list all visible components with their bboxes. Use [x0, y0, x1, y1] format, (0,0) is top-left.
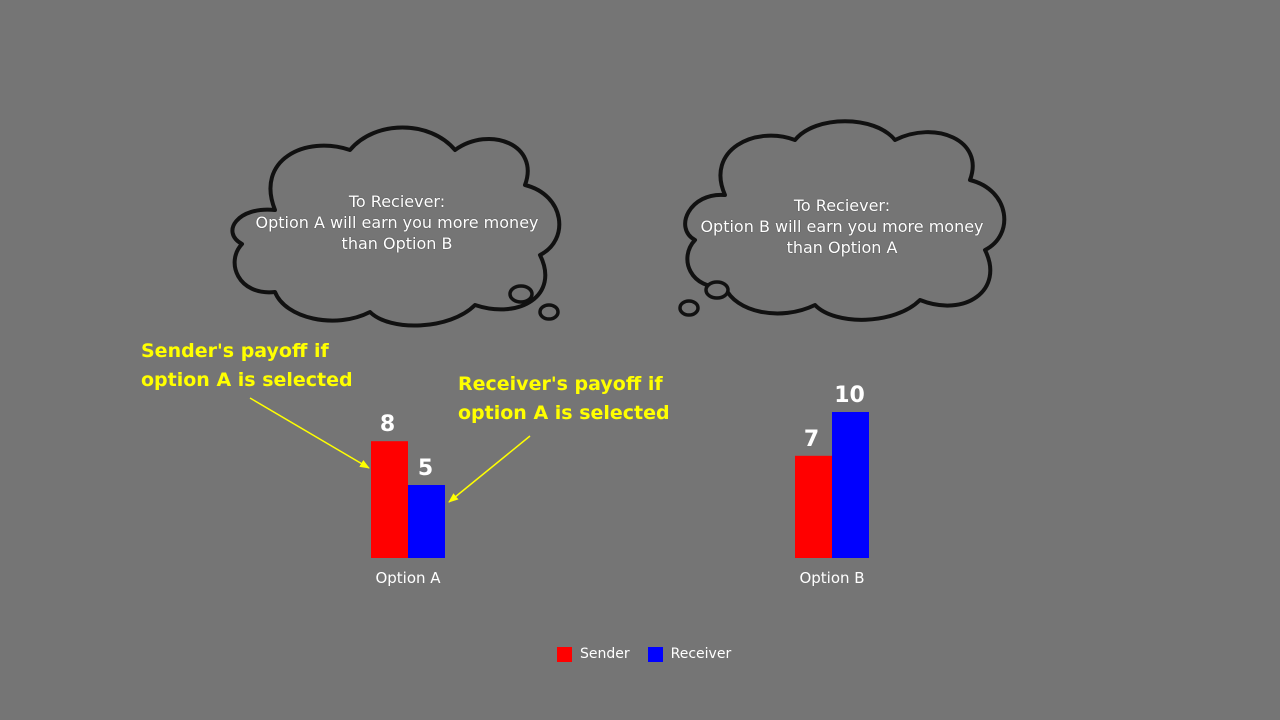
cloud-left-line-2: Option A will earn you more money: [255, 213, 539, 232]
value-label-receiver-option-a: 5: [418, 456, 433, 481]
bar-sender-option-a: [371, 441, 408, 558]
legend-label-sender: Sender: [580, 646, 630, 662]
legend-swatch-receiver: [647, 646, 663, 662]
cloud-right-line-2: Option B will earn you more money: [700, 217, 984, 236]
cloud-right-line-3: than Option A: [786, 238, 898, 257]
bars-layer: [371, 412, 869, 558]
value-label-sender-option-b: 7: [804, 427, 819, 452]
sender-arrow: [249, 397, 370, 469]
category-labels-layer: Option A Option B: [375, 569, 864, 587]
legend-swatch-sender: [557, 646, 572, 662]
thought-cloud-left: [230, 125, 562, 328]
cloud-text-right: To Reciever: Option B will earn you more…: [682, 195, 1002, 258]
chart-legend: Sender Receiver: [557, 646, 741, 662]
cloud-shape-left: [230, 125, 562, 328]
value-label-sender-option-a: 8: [380, 412, 395, 437]
legend-item-receiver: Receiver: [647, 646, 732, 662]
cloud-left-line-1: To Reciever:: [348, 192, 446, 211]
bar-sender-option-b: [795, 455, 832, 558]
cloud-bubble-left-large: [508, 284, 534, 304]
sender-annotation-line-2: option A is selected: [141, 369, 353, 391]
cloud-text-left: To Reciever: Option A will earn you more…: [237, 191, 557, 254]
cloud-bubble-right-large: [704, 280, 730, 300]
value-labels-layer: 85 7 10: [380, 383, 865, 481]
cloud-left-line-3: than Option B: [341, 234, 453, 253]
thought-cloud-right: [678, 119, 1007, 322]
legend-label-receiver: Receiver: [670, 646, 732, 662]
category-label-option-b: Option B: [799, 569, 864, 587]
cloud-bubble-right-small: [678, 299, 700, 317]
cloud-bubble-left-small: [538, 303, 560, 321]
sender-annotation: Sender's payoff if option A is selected: [141, 337, 353, 395]
cloud-shape-right: [683, 119, 1007, 322]
value-label-receiver-option-b: 10: [834, 383, 865, 408]
receiver-annotation-line-1: Receiver's payoff if: [458, 373, 663, 395]
cloud-right-line-1: To Reciever:: [793, 196, 891, 215]
bar-receiver-option-b: [832, 412, 869, 558]
category-label-option-a: Option A: [375, 569, 441, 587]
bar-receiver-option-a: [408, 485, 445, 558]
legend-item-sender: Sender: [557, 646, 630, 662]
receiver-arrow: [448, 435, 531, 503]
receiver-annotation: Receiver's payoff if option A is selecte…: [458, 370, 670, 428]
receiver-annotation-line-2: option A is selected: [458, 402, 670, 424]
sender-annotation-line-1: Sender's payoff if: [141, 340, 329, 362]
